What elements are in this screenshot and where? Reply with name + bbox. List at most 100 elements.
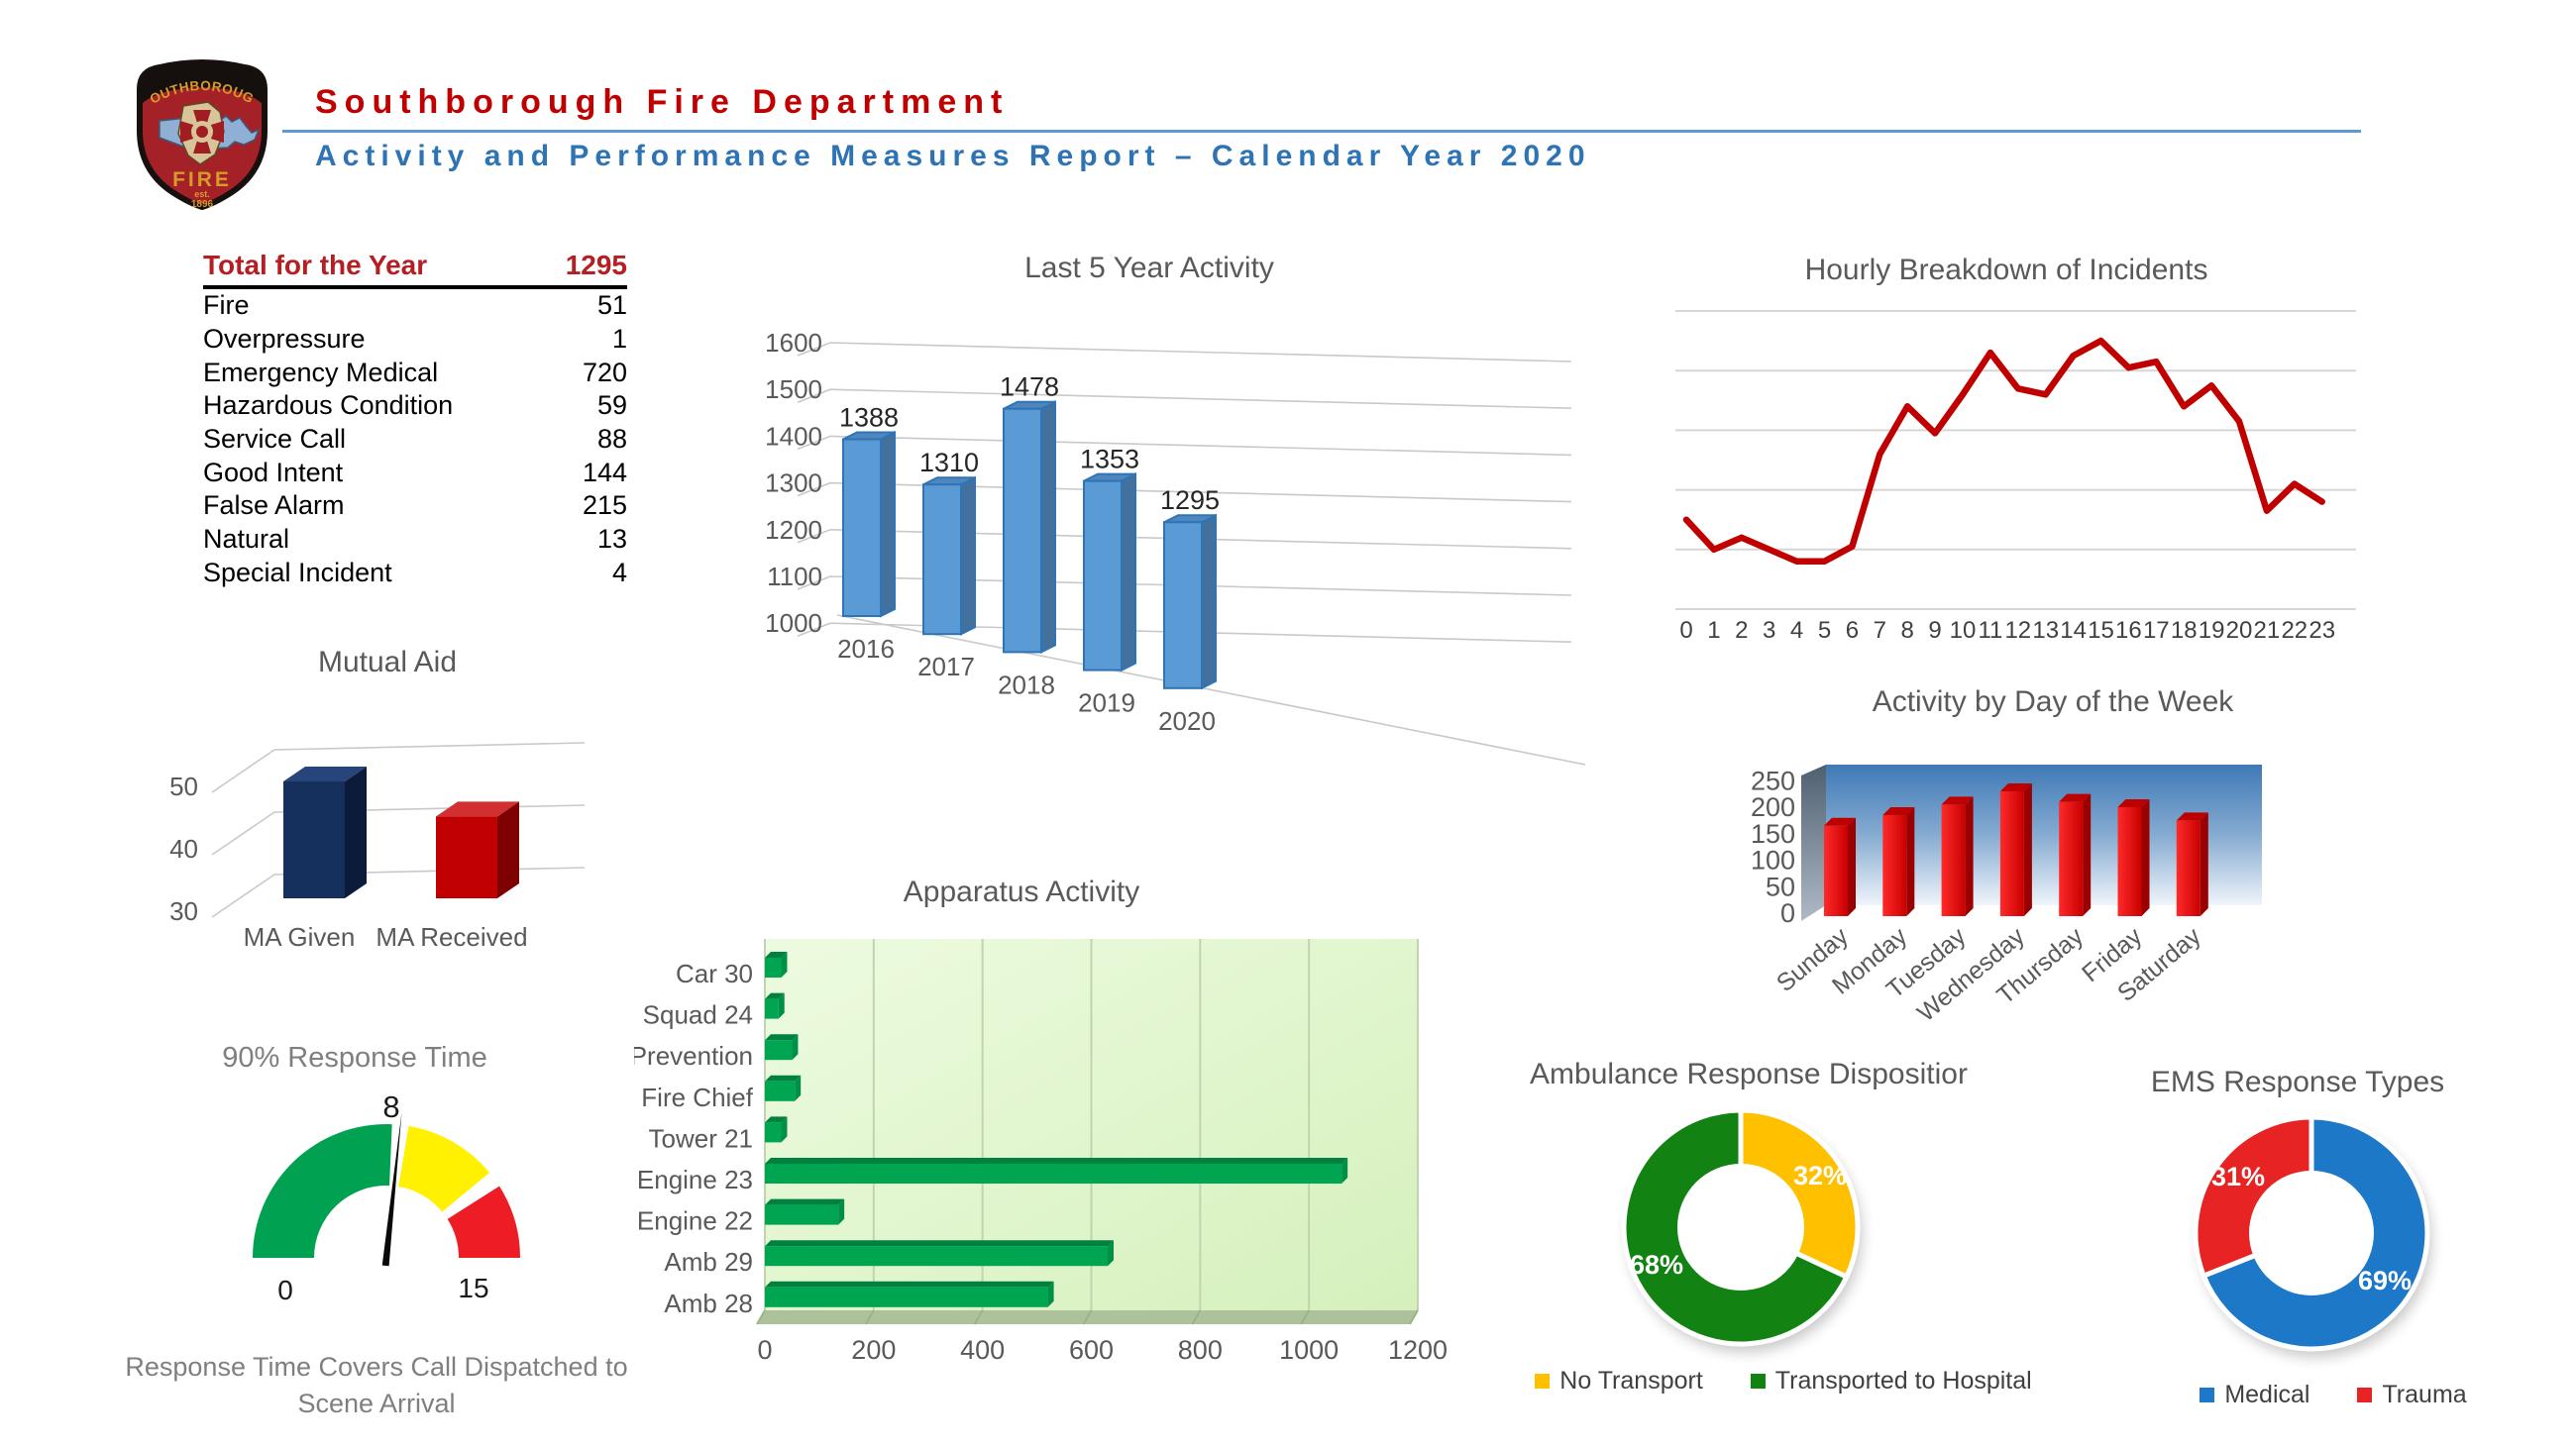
svg-text:1353: 1353 xyxy=(1080,445,1139,474)
bar-Amb 29 xyxy=(765,1240,1114,1267)
chart-title: Apparatus Activity xyxy=(903,876,1140,908)
totals-table-header: Total for the Year 1295 xyxy=(203,250,627,289)
bar-Tuesday xyxy=(1941,796,1974,916)
chart-title: Last 5 Year Activity xyxy=(1024,252,1274,284)
svg-text:2020: 2020 xyxy=(1158,706,1216,736)
svg-text:21: 21 xyxy=(2254,617,2281,644)
totals-header-label: Total for the Year xyxy=(203,250,428,280)
bar-Monday xyxy=(1882,807,1915,916)
svg-text:Engine 22: Engine 22 xyxy=(637,1206,753,1236)
svg-text:69%: 69% xyxy=(2358,1266,2412,1295)
bar-2020: 1295 2020 xyxy=(1158,485,1220,736)
ambulance-disposition-donut: 32% 68% xyxy=(1621,1107,1862,1352)
bar-Engine 22 xyxy=(765,1198,845,1225)
last-5-year-activity-plot: 1600 1500 1400 1300 1200 1100 1000 1388 2016 1310… xyxy=(765,328,1586,766)
hourly-breakdown-plot: 0 1 2 3 4 5 6 7 8 9 10 11 12 13 14 15 16 17 18 19 20 21 22 23 xyxy=(1675,310,2356,644)
chart-title: Mutual Aid xyxy=(317,646,458,678)
bar-2019: 1353 2019 xyxy=(1078,445,1139,718)
table-row: Special Incident 4 xyxy=(203,557,627,587)
svg-text:5: 5 xyxy=(1818,617,1831,644)
svg-text:12: 12 xyxy=(2004,617,2031,644)
svg-text:15: 15 xyxy=(458,1273,488,1303)
bar-2016: 1388 2016 xyxy=(837,403,899,664)
chart-title: Ambulance Response Dispositior xyxy=(1530,1058,1968,1090)
legend-item: Medical xyxy=(2200,1381,2309,1409)
chart-last-5-year-activity: Last 5 Year Activity 1600 1500 1400 1300 120… xyxy=(763,238,1605,792)
svg-text:Car 30: Car 30 xyxy=(676,959,753,988)
legend-swatch-icon xyxy=(2357,1388,2373,1402)
gauge-caption-line2: Scene Arrival xyxy=(297,1389,456,1418)
svg-text:Amb 29: Amb 29 xyxy=(664,1247,753,1277)
legend-swatch-icon xyxy=(1535,1374,1551,1389)
svg-text:800: 800 xyxy=(1178,1335,1223,1365)
svg-text:10: 10 xyxy=(1950,617,1977,644)
svg-text:50: 50 xyxy=(169,772,198,801)
gauge-segment xyxy=(253,1124,392,1258)
legend-item: Trauma xyxy=(2357,1381,2467,1409)
table-row: Overpressure 1 xyxy=(203,324,627,355)
ems-legend: Medical Trauma xyxy=(2100,1381,2566,1409)
svg-text:Amb 28: Amb 28 xyxy=(664,1289,753,1318)
table-row: Service Call 88 xyxy=(203,424,627,455)
table-row: Natural 13 xyxy=(203,524,627,555)
logo-est-text: est. xyxy=(194,189,210,199)
svg-text:100: 100 xyxy=(1751,846,1795,876)
logo-fire-text: FIRE xyxy=(172,168,232,191)
page-title: Southborough Fire Department xyxy=(315,83,1010,121)
svg-text:Squad 24: Squad 24 xyxy=(643,1000,753,1030)
bar-2018: 1478 2018 xyxy=(998,372,1059,700)
legend-item: No Transport xyxy=(1535,1367,1703,1396)
table-row: Good Intent 144 xyxy=(203,457,627,487)
chart-title: 90% Response Time xyxy=(222,1042,487,1074)
bar-Tower 21 xyxy=(765,1116,788,1143)
svg-text:400: 400 xyxy=(960,1335,1005,1365)
ems-response-types-donut: 69% 31% xyxy=(2193,1114,2431,1357)
bar-Fire Chief xyxy=(765,1075,802,1101)
svg-text:3: 3 xyxy=(1763,617,1775,644)
svg-text:600: 600 xyxy=(1069,1335,1114,1365)
bar-Car 30 xyxy=(765,952,788,978)
svg-text:18: 18 xyxy=(2171,617,2198,644)
svg-text:7: 7 xyxy=(1874,617,1886,644)
svg-text:11: 11 xyxy=(1978,617,2002,644)
svg-text:2019: 2019 xyxy=(1078,688,1135,718)
svg-text:1310: 1310 xyxy=(919,448,979,477)
legend-swatch-icon xyxy=(1750,1374,1766,1389)
mutual-aid-plot: 50 40 30 MA Given MA Received xyxy=(169,742,586,952)
hourly-series-line xyxy=(1682,337,2325,566)
bar-Friday xyxy=(2117,799,2150,916)
svg-text:1600: 1600 xyxy=(765,328,822,358)
svg-text:20: 20 xyxy=(2226,617,2253,644)
svg-text:8: 8 xyxy=(1901,617,1914,644)
bar-MA Received xyxy=(436,801,519,898)
legend-swatch-icon xyxy=(2200,1388,2215,1402)
svg-text:2016: 2016 xyxy=(837,634,895,664)
logo-year-text: 1896 xyxy=(191,199,214,210)
svg-text:16: 16 xyxy=(2115,617,2142,644)
chart-apparatus-activity: Apparatus Activity 0 200 400 600 800 1000 1200… xyxy=(634,852,1486,1392)
day-of-week-plot: 250200150100500SundayMondayTuesdayWednes… xyxy=(1751,765,2262,1027)
svg-text:1000: 1000 xyxy=(1279,1335,1339,1365)
svg-text:MA Given: MA Given xyxy=(244,922,356,952)
chart-title: Activity by Day of the Week xyxy=(1872,685,2234,718)
svg-text:1500: 1500 xyxy=(765,374,822,404)
totals-table: Total for the Year 1295 Fire 51 Overpressu… xyxy=(203,250,627,589)
table-row: Hazardous Condition 59 xyxy=(203,390,627,421)
maltese-cross-icon xyxy=(180,110,224,154)
gauge-needle xyxy=(381,1111,402,1267)
gauge-caption-line1: Response Time Covers Call Dispatched to xyxy=(125,1352,628,1382)
svg-text:17: 17 xyxy=(2143,617,2170,644)
page-subtitle: Activity and Performance Measures Report… xyxy=(315,140,1591,172)
svg-text:200: 200 xyxy=(851,1335,896,1365)
gauge-segment xyxy=(398,1125,490,1212)
gauge-segment xyxy=(447,1186,520,1258)
bar-Squad 24 xyxy=(765,992,785,1019)
svg-text:MA Received: MA Received xyxy=(376,922,527,952)
chart-ambulance-disposition: Ambulance Response Dispositior 32% 68% No… xyxy=(1486,1050,2081,1416)
svg-text:6: 6 xyxy=(1846,617,1859,644)
bar-Saturday xyxy=(2176,812,2208,916)
svg-text:4: 4 xyxy=(1790,617,1803,644)
svg-text:0: 0 xyxy=(1679,617,1692,644)
